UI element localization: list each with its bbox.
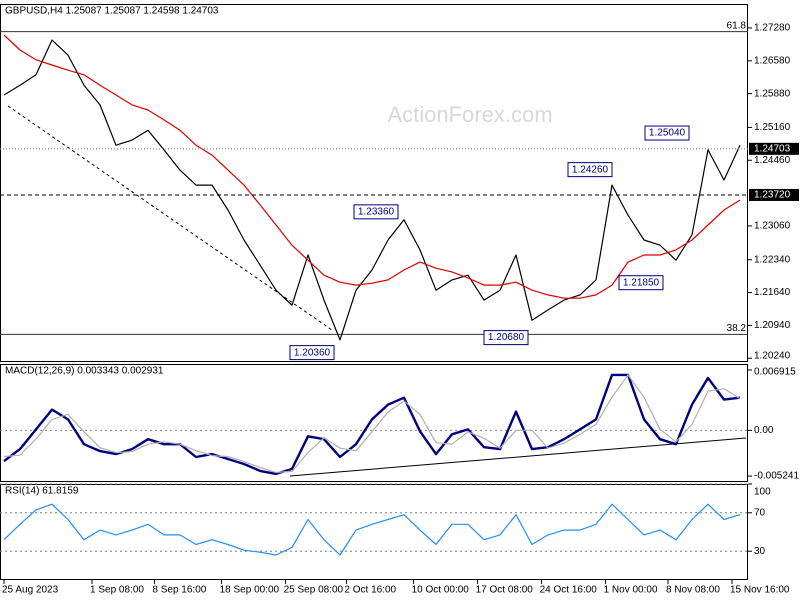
y-tick-label: 0.006915	[754, 367, 796, 378]
annotation-box	[618, 275, 664, 291]
annotation-label: 1.21850	[623, 277, 660, 288]
price-box	[749, 188, 799, 201]
x-tick-label: 8 Sep 16:00	[152, 585, 206, 596]
x-tick-label: 15 Nov 16:00	[730, 585, 790, 596]
x-tick-label: 8 Nov 08:00	[666, 585, 720, 596]
annotation-label: 1.23360	[358, 206, 395, 217]
y-tick-label: 1.25880	[754, 88, 791, 99]
price-box	[749, 142, 799, 155]
panel-frame	[0, 484, 748, 580]
annotation-label: 1.24260	[572, 164, 609, 175]
x-tick-label: 24 Oct 16:00	[540, 585, 598, 596]
y-tick-label: 70	[754, 507, 766, 518]
fib-label: 38.2	[727, 323, 747, 334]
panel-title: GBPUSD,H4 1.25087 1.25087 1.24598 1.2470…	[5, 6, 219, 17]
x-tick-label: 1 Sep 08:00	[90, 585, 144, 596]
y-tick-label: 1.25160	[754, 122, 791, 133]
x-tick-label: 17 Oct 08:00	[476, 585, 534, 596]
annotation-box	[483, 330, 529, 346]
y-tick-label: 1.27280	[754, 23, 791, 34]
x-tick-label: 10 Oct 00:00	[412, 585, 470, 596]
x-tick-label: 25 Aug 2023	[2, 585, 59, 596]
annotation-box	[289, 345, 335, 361]
y-tick-label: 1.20240	[754, 351, 791, 362]
macd-trend-line	[289, 437, 747, 477]
x-tick-label: 1 Nov 00:00	[604, 585, 658, 596]
panel-frame	[0, 4, 748, 362]
annotation-box	[567, 162, 613, 178]
x-tick-label: 2 Oct 16:00	[344, 585, 396, 596]
x-tick-label: 18 Sep 00:00	[220, 585, 280, 596]
y-tick-label: 1.20940	[754, 320, 791, 331]
panel-title: RSI(14) 61.8159	[5, 486, 79, 497]
y-tick-label: 1.26580	[754, 55, 791, 66]
price-box-label: 1.24703	[754, 143, 791, 154]
x-tick-label: 25 Sep 08:00	[284, 585, 344, 596]
y-tick-label: 1.21640	[754, 287, 791, 298]
y-tick-label: 30	[754, 546, 766, 557]
annotation-box	[644, 125, 690, 141]
annotation-label: 1.20360	[294, 347, 331, 358]
annotation-label: 1.20680	[488, 332, 525, 343]
fib-label: 61.8	[727, 20, 747, 31]
y-tick-label: 1.24460	[754, 155, 791, 166]
annotation-label: 1.25040	[649, 128, 686, 139]
series-line	[3, 373, 741, 476]
panel-title: MACD(12,26,9) 0.003343 0.002931	[5, 366, 164, 377]
y-tick-label: 1.23060	[754, 221, 791, 232]
series-line	[3, 374, 741, 473]
y-tick-label: 0.00	[754, 425, 774, 436]
y-tick-label: 1.22340	[754, 254, 791, 265]
price-box-label: 1.23720	[754, 190, 791, 201]
watermark: ActionForex.com	[387, 102, 552, 127]
annotation-box	[353, 204, 399, 220]
series-line	[3, 503, 741, 556]
series-line	[3, 34, 741, 299]
y-tick-label: -0.005241	[754, 471, 799, 482]
y-tick-label: 100	[754, 487, 771, 498]
panel-frame	[0, 364, 748, 482]
